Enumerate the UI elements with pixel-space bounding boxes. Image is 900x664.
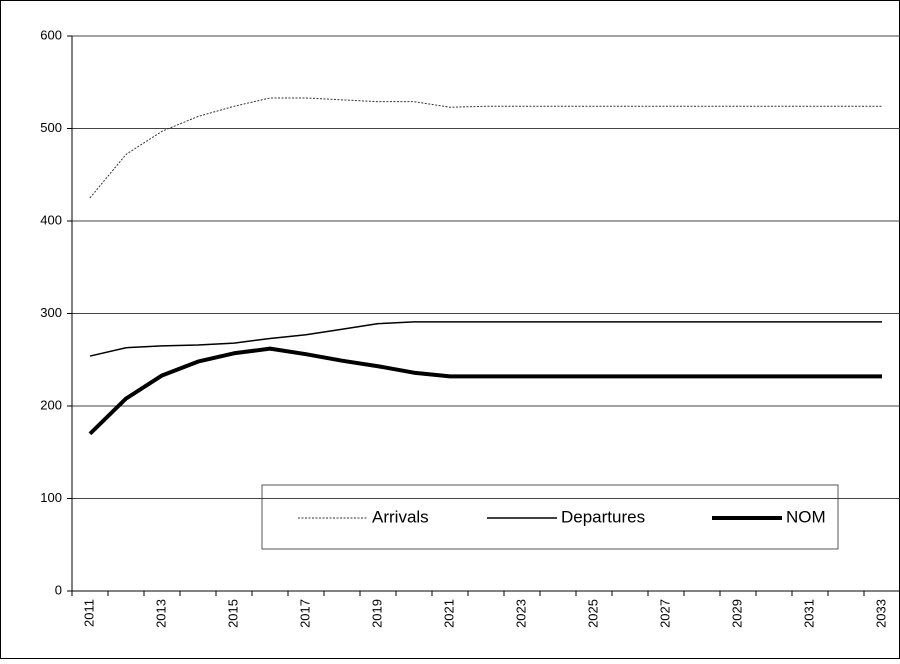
y-tick-label: 500 xyxy=(40,120,62,135)
x-tick-label: 2025 xyxy=(585,599,600,628)
series-line xyxy=(89,97,882,199)
x-tick-label: 2027 xyxy=(657,599,672,628)
y-tick-label: 100 xyxy=(40,490,62,505)
legend-label: Departures xyxy=(561,507,645,526)
y-tick-label: 0 xyxy=(55,582,62,597)
x-tick-label: 2023 xyxy=(513,599,528,628)
x-tick-label: 2021 xyxy=(441,599,456,628)
x-tick-label: 2011 xyxy=(81,599,96,627)
y-tick-label: 200 xyxy=(40,397,62,412)
legend-label: NOM xyxy=(786,507,826,526)
y-tick-label: 400 xyxy=(40,212,62,227)
x-tick-label: 2031 xyxy=(801,599,816,628)
x-tick-label: 2015 xyxy=(225,599,240,628)
y-tick-label: 600 xyxy=(40,27,62,42)
x-tick-label: 2017 xyxy=(297,599,312,628)
x-tick-label: 2013 xyxy=(153,599,168,628)
legend-label: Arrivals xyxy=(372,507,429,526)
x-tick-label: 2029 xyxy=(729,599,744,628)
x-tick-label: 2033 xyxy=(873,599,888,628)
y-tick-label: 300 xyxy=(40,305,62,320)
x-tick-label: 2019 xyxy=(369,599,384,628)
series-line xyxy=(88,346,882,436)
series-line xyxy=(89,321,882,357)
